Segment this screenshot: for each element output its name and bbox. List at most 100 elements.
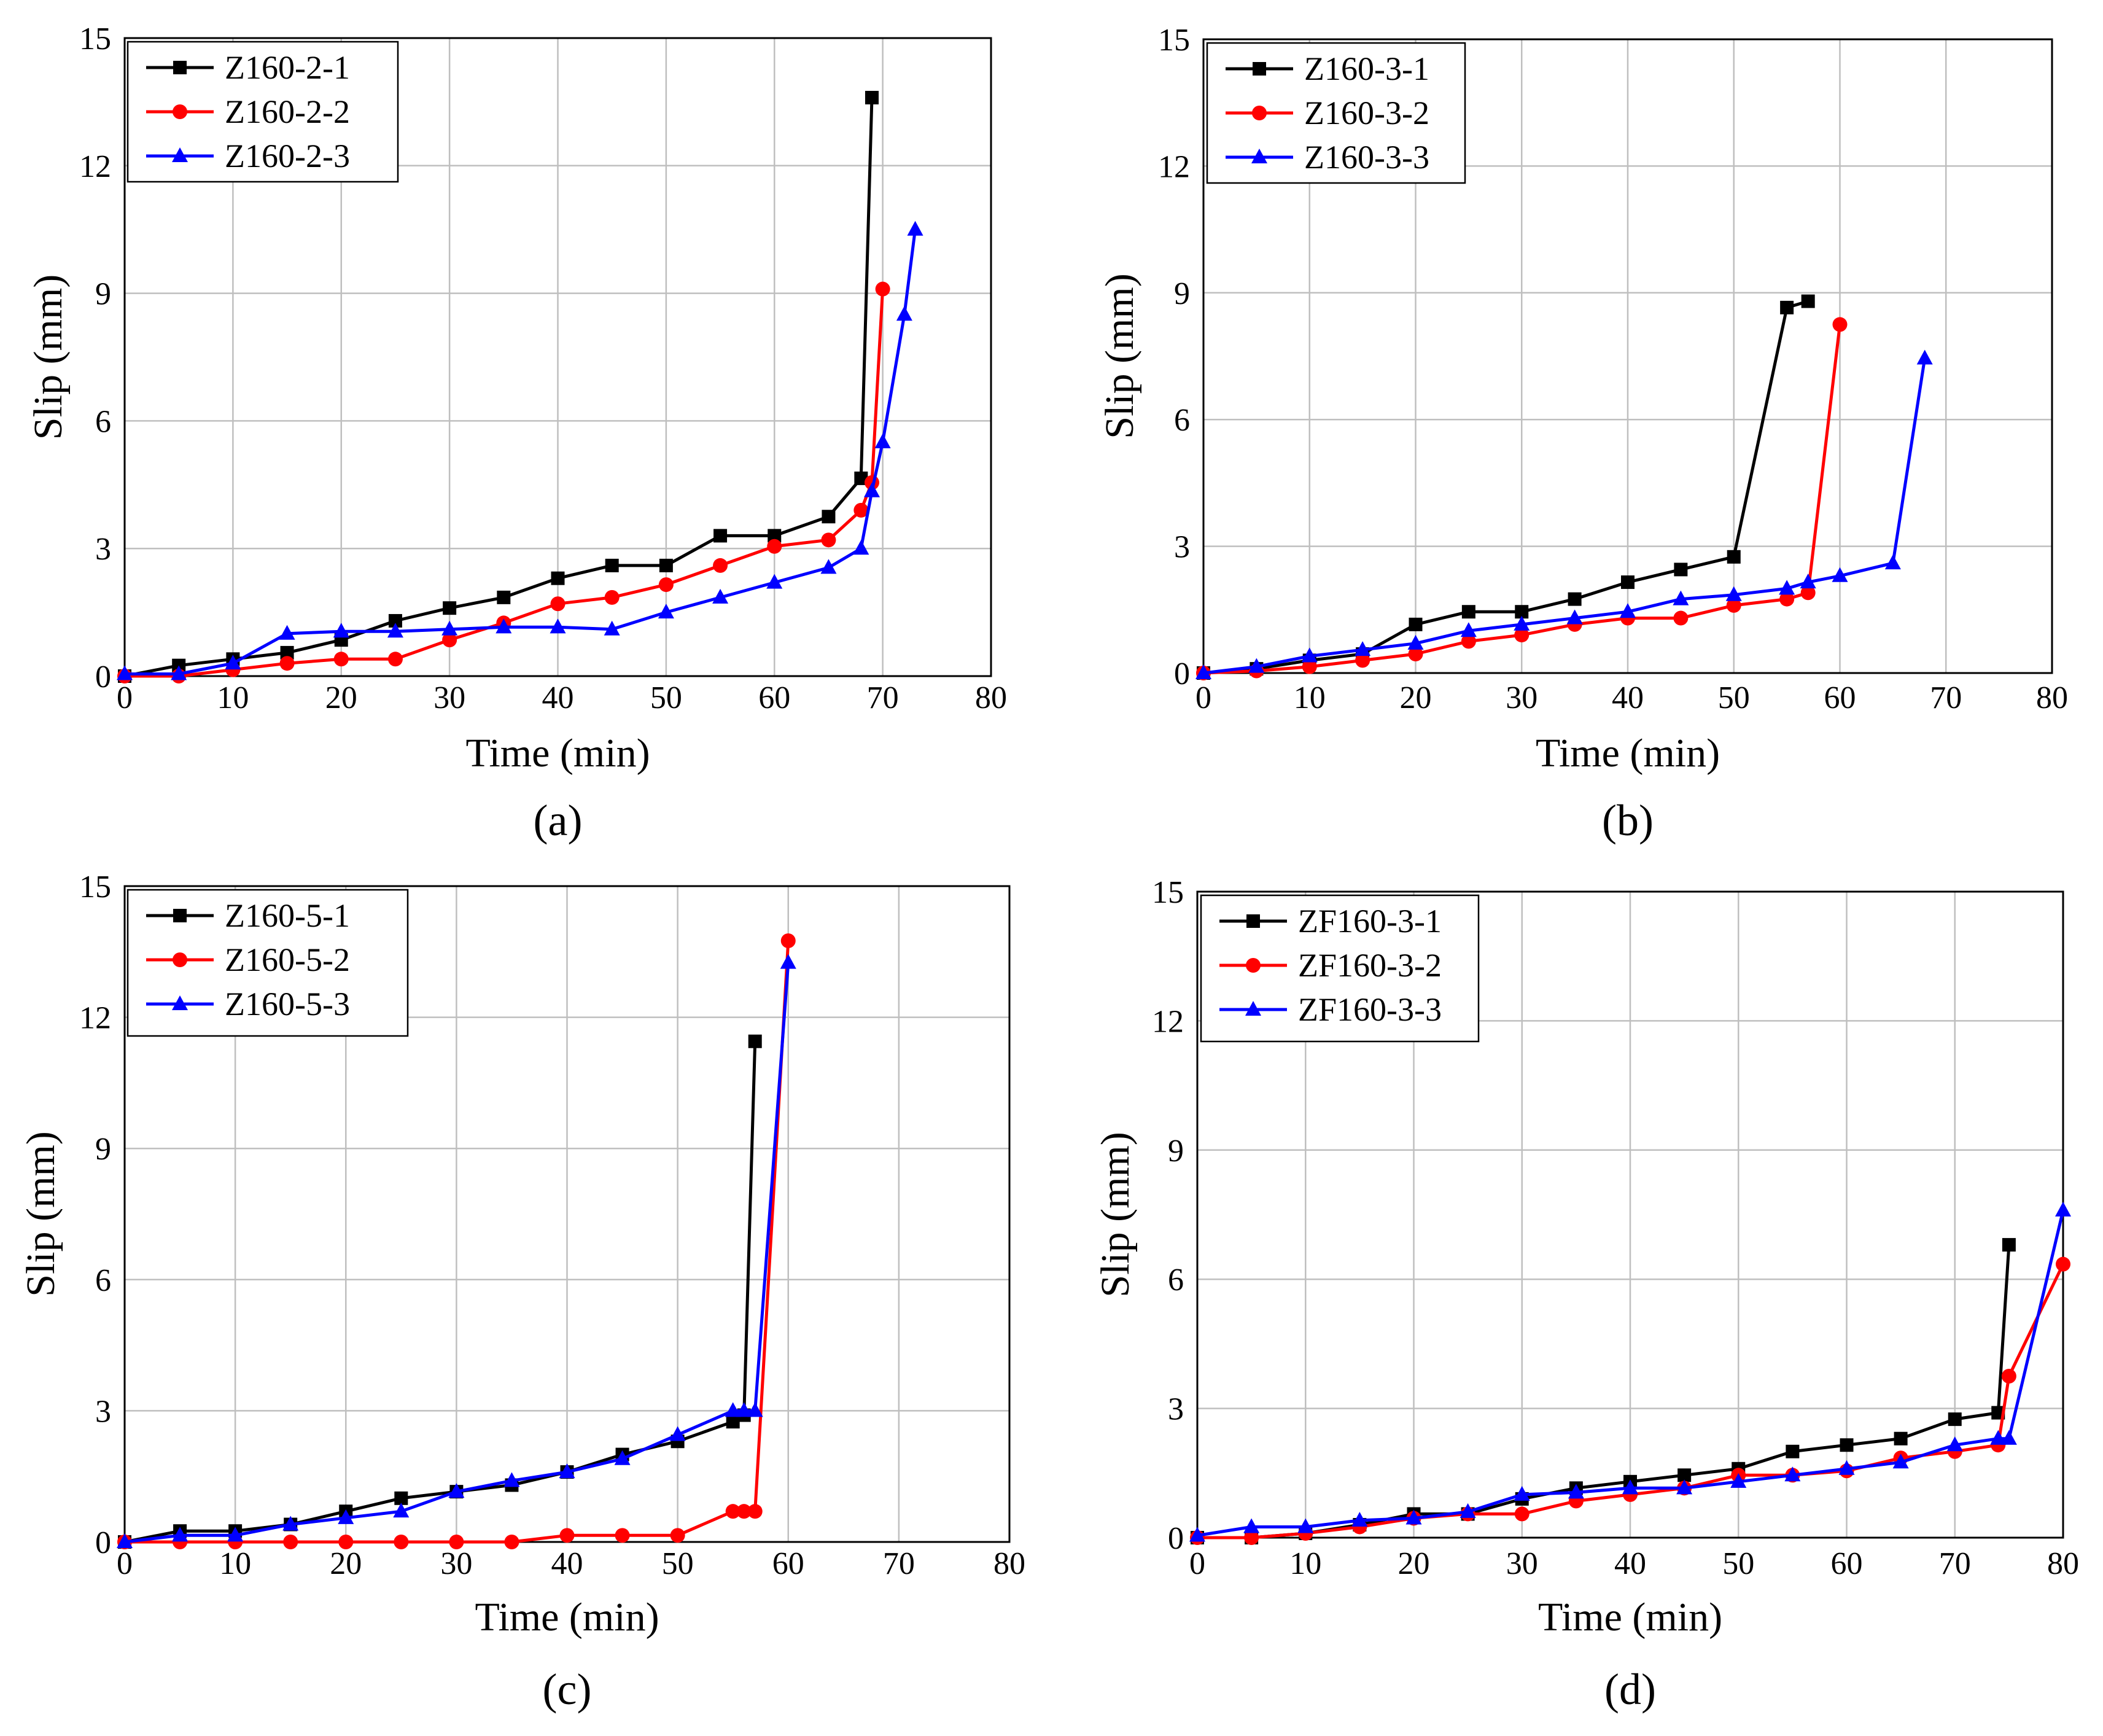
data-point — [748, 1034, 762, 1048]
data-point — [387, 652, 403, 667]
legend-marker — [1246, 958, 1261, 973]
data-point — [1832, 317, 1848, 332]
y-tick-label: 12 — [79, 1001, 111, 1036]
data-point — [338, 1509, 354, 1524]
legend-entry: Z160-5-2 — [225, 941, 350, 978]
data-point — [1514, 628, 1530, 643]
data-point — [1568, 592, 1582, 606]
series-line-Z160-3-3 — [1203, 358, 1927, 675]
series-group — [1189, 1201, 2071, 1545]
chart-panel-1: 0 10 20 30 40 50 60 70 80 0 3 6 9 12 15 Time (min) Slip … — [26, 21, 1007, 845]
y-tick-label: 9 — [95, 277, 111, 312]
data-point — [1461, 634, 1476, 649]
y-axis-label: Slip (mm) — [26, 274, 71, 440]
panel-label: (b) — [1602, 796, 1654, 845]
legend: Z160-2-1 Z160-2-2 Z160-2-3 — [126, 41, 399, 183]
data-point — [747, 1504, 763, 1519]
x-tick-label: 70 — [1930, 680, 1962, 715]
series-line-Z160-3-2 — [1203, 324, 1841, 675]
data-point — [1730, 1473, 1747, 1488]
data-point — [853, 502, 869, 518]
legend-entry: Z160-2-3 — [225, 138, 350, 174]
data-point — [1460, 622, 1477, 637]
data-point — [865, 90, 879, 104]
data-point — [725, 1504, 741, 1519]
x-tick-label: 20 — [330, 1546, 362, 1581]
data-point — [282, 1516, 299, 1531]
panel-label: (d) — [1604, 1665, 1656, 1714]
x-tick-label: 10 — [219, 1546, 251, 1581]
x-tick-label: 60 — [772, 1546, 804, 1581]
x-tick-label: 40 — [1612, 680, 1644, 715]
x-axis-label: Time (min) — [1538, 1595, 1722, 1640]
data-point — [1355, 653, 1370, 668]
legend: Z160-3-1 Z160-3-2 Z160-3-3 — [1206, 42, 1466, 184]
data-point — [604, 590, 620, 605]
data-point — [669, 1426, 686, 1441]
data-point — [854, 471, 868, 485]
data-point — [736, 1504, 752, 1519]
series-group — [117, 933, 796, 1549]
data-point — [670, 1528, 685, 1543]
data-point — [497, 590, 511, 604]
legend-entry: Z160-2-1 — [225, 49, 350, 86]
data-point — [1514, 615, 1530, 631]
data-point — [1408, 647, 1423, 662]
x-tick-label: 60 — [1831, 1546, 1863, 1581]
data-point — [1780, 300, 1794, 314]
data-point — [117, 1533, 133, 1548]
x-axis-label: Time (min) — [475, 1595, 659, 1640]
x-tick-label: 60 — [758, 680, 790, 715]
data-point — [1727, 550, 1741, 564]
legend-marker — [1245, 1001, 1261, 1016]
data-point — [821, 532, 836, 548]
data-point — [448, 1483, 465, 1498]
x-tick-label: 10 — [1294, 680, 1326, 715]
data-point — [605, 558, 619, 572]
chart-panel-4: 0 10 20 30 40 50 60 70 80 0 3 6 9 12 15 Time (min) Slip … — [1093, 875, 2079, 1714]
x-tick-label: 50 — [662, 1546, 694, 1581]
data-point — [1566, 609, 1583, 625]
data-point — [1677, 1468, 1692, 1482]
data-point — [1351, 1511, 1368, 1527]
legend-marker — [1252, 106, 1267, 120]
data-point — [1515, 605, 1529, 619]
legend-marker — [173, 104, 187, 119]
data-point — [1840, 1438, 1854, 1452]
data-point — [820, 559, 837, 574]
x-tick-label: 30 — [1506, 1546, 1538, 1581]
y-axis-label: Slip (mm) — [18, 1131, 63, 1297]
x-tick-label: 20 — [325, 680, 357, 715]
legend-entry: Z160-3-2 — [1304, 95, 1429, 131]
data-point — [1894, 1431, 1908, 1446]
y-axis-label: Slip (mm) — [1093, 1132, 1138, 1298]
legend-entry: Z160-3-1 — [1304, 50, 1429, 87]
legend-marker — [172, 995, 188, 1010]
x-tick-label: 50 — [650, 680, 682, 715]
data-point — [1800, 585, 1816, 601]
data-point — [550, 596, 566, 612]
x-tick-label: 0 — [1195, 680, 1211, 715]
data-point — [333, 652, 349, 667]
data-point — [1460, 1503, 1476, 1518]
data-point — [279, 656, 295, 671]
data-point — [1884, 555, 1901, 570]
data-point — [172, 1527, 189, 1542]
data-point — [766, 574, 783, 589]
x-tick-label: 60 — [1824, 680, 1856, 715]
series-line-Z160-2-1 — [124, 97, 874, 678]
data-point — [1725, 586, 1742, 601]
y-tick-label: 6 — [1168, 1263, 1184, 1298]
legend-marker — [1253, 62, 1266, 76]
legend-entry: ZF160-3-2 — [1298, 947, 1442, 984]
x-tick-label: 80 — [975, 680, 1007, 715]
panel-label: (c) — [543, 1665, 592, 1714]
data-point — [449, 1535, 464, 1549]
x-tick-label: 20 — [1400, 680, 1432, 715]
data-point — [503, 1472, 520, 1487]
data-point — [780, 933, 796, 948]
x-tick-label: 30 — [1506, 680, 1537, 715]
data-point — [853, 540, 869, 555]
data-point — [875, 281, 890, 297]
